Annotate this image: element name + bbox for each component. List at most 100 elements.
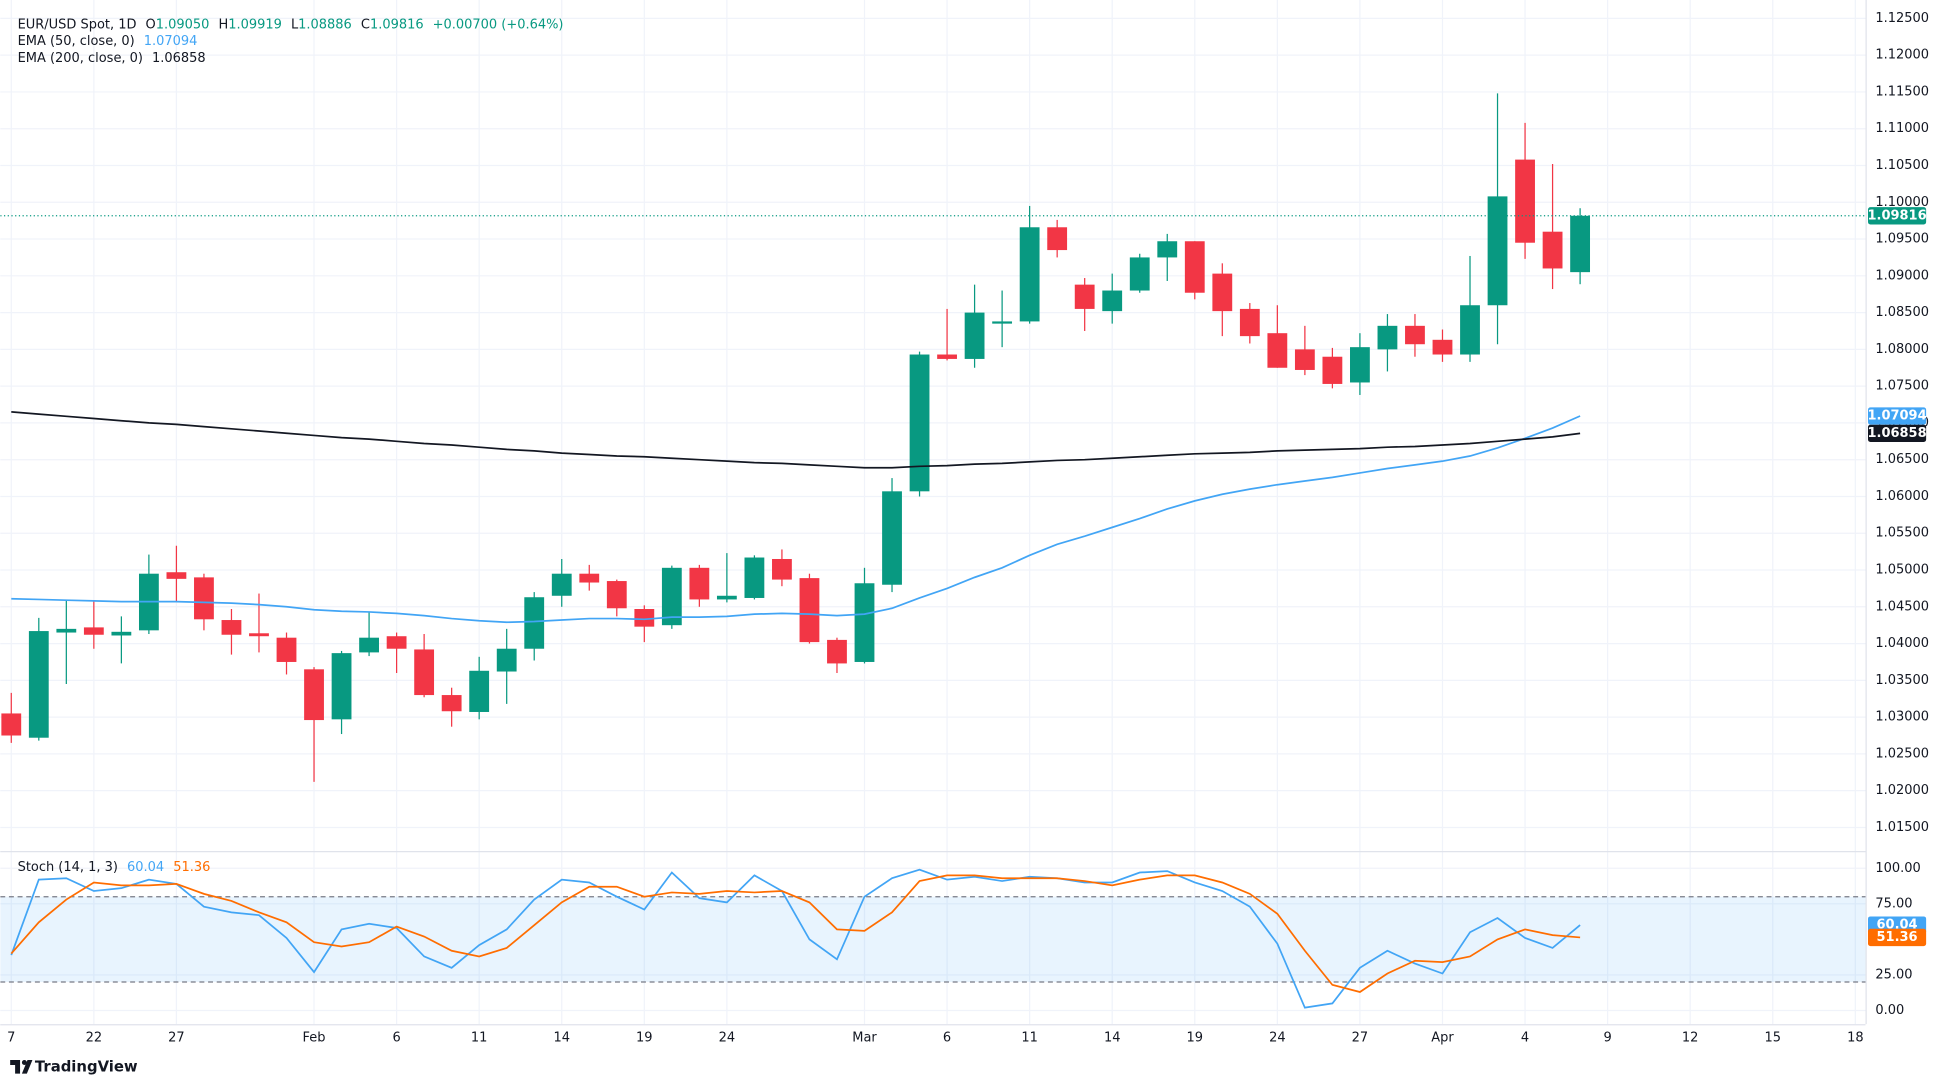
x-tick-label: 24 [719,1030,736,1045]
y-tick-label: 1.03000 [1875,710,1929,725]
candle-body [937,354,957,359]
stoch-legend: Stoch (14, 1, 3) 60.04 51.36 [18,860,211,875]
x-tick-label: 6 [392,1030,400,1045]
x-tick-label: Mar [852,1030,877,1045]
indicator-last-box [1867,424,1927,443]
indicator-last-box [1867,928,1927,947]
candle-body [1377,325,1398,350]
y-tick-label: 1.10000 [1875,195,1929,210]
brand-name: TradingView [35,1058,138,1075]
indicator-value: 1.07094 [144,33,198,48]
symbol-legend: EUR/USD Spot, 1D O1.09050 H1.09919 L1.08… [18,17,564,32]
candle-body [56,628,77,633]
x-tick-label: 27 [168,1030,185,1045]
ohlc-value: 1.08886 [298,17,352,32]
logo-dot [21,1060,27,1065]
x-tick-label: 12 [1682,1030,1699,1045]
x-tick-label: 7 [7,1030,15,1045]
candle-body [1405,325,1425,345]
candle-body [304,669,324,721]
candle-body [964,312,985,359]
band [0,896,1866,983]
indicator-name: EMA (200, close, 0) [18,51,143,66]
candle-body [1157,241,1178,258]
y-tick-label: 1.11500 [1875,84,1929,99]
price-pane [0,93,1866,782]
ohlc-value: 1.09816 [370,17,424,32]
last-price-label: 1.09816 [1868,208,1927,223]
candle-body [909,354,930,492]
indicator-last-label: 1.06858 [1868,426,1927,441]
x-tick-label: 19 [636,1030,653,1045]
last-price-box [1867,207,1927,225]
ohlc-key: O [146,17,156,32]
candle-body [1074,284,1095,309]
ohlc-key: C [361,17,370,32]
candle-body [1322,356,1343,384]
candle-body [827,639,847,664]
y-tick-label: 1.01500 [1875,820,1929,835]
y-tick-label: 1.05000 [1875,563,1929,578]
candle-body [882,491,902,585]
candle-body [799,578,820,643]
candle-body [28,631,49,738]
y-tick-label: 1.09000 [1875,268,1929,283]
candle-body [551,573,572,596]
candle-body [1515,159,1535,243]
grid-layer [0,0,1866,1025]
y-tick-label: 1.03500 [1875,673,1929,688]
y-tick-label: 1.09500 [1875,232,1929,247]
candle-body [661,567,682,626]
candle-body [1129,257,1150,291]
candle-body [414,649,435,696]
candle-body [1019,227,1040,322]
x-tick-label: 27 [1352,1030,1369,1045]
candle-body [221,620,242,635]
indicator-name: Stoch (14, 1, 3) [18,860,118,875]
candle-body [359,637,379,653]
candle-body [1047,227,1068,251]
candle-body [524,597,545,649]
candle-body [1,713,22,736]
logo [10,1060,33,1074]
candle-body [166,572,187,579]
candle-body [1460,305,1480,355]
candle-body [689,567,710,600]
line [10,874,1581,993]
y-tick-label: 1.07500 [1875,379,1929,394]
candle-body [1432,339,1453,355]
y-tick-label: 75.00 [1875,896,1912,911]
y-tick-label: 1.12500 [1875,11,1929,26]
candle-body [441,695,462,712]
y-tick-label: 1.08500 [1875,305,1929,320]
candle-body [854,583,875,662]
candle-body [579,573,600,583]
y-tick-label: 1.10500 [1875,158,1929,173]
candle-body [1102,290,1123,312]
candle-body [634,609,655,627]
y-tick-label: 1.12000 [1875,48,1929,63]
x-tick-label: 6 [943,1030,951,1045]
candle-body [111,631,132,636]
x-tick-label: 19 [1187,1030,1204,1045]
x-tick-label: 9 [1603,1030,1611,1045]
y-tick-label: 1.06500 [1875,452,1929,467]
y-tick-label: 1.02000 [1875,783,1929,798]
indicator-last-label: 51.36 [1877,930,1918,945]
candle-body [716,595,737,600]
y-tick-label: 1.04500 [1875,599,1929,614]
candle-body [83,627,104,635]
ohlc-key: H [218,17,228,32]
candle-body [331,653,352,720]
x-tick-label: 4 [1521,1030,1529,1045]
indicator-last-box [1867,407,1927,425]
candle-body [606,581,627,609]
candle-body [772,558,792,580]
indicator-name: EMA (50, close, 0) [18,33,135,48]
branding[interactable]: TradingView [10,1058,138,1075]
candle-body [1212,273,1233,312]
candle-body [1267,333,1288,368]
candle-body [249,633,269,637]
y-tick-label: 1.11000 [1875,121,1929,136]
